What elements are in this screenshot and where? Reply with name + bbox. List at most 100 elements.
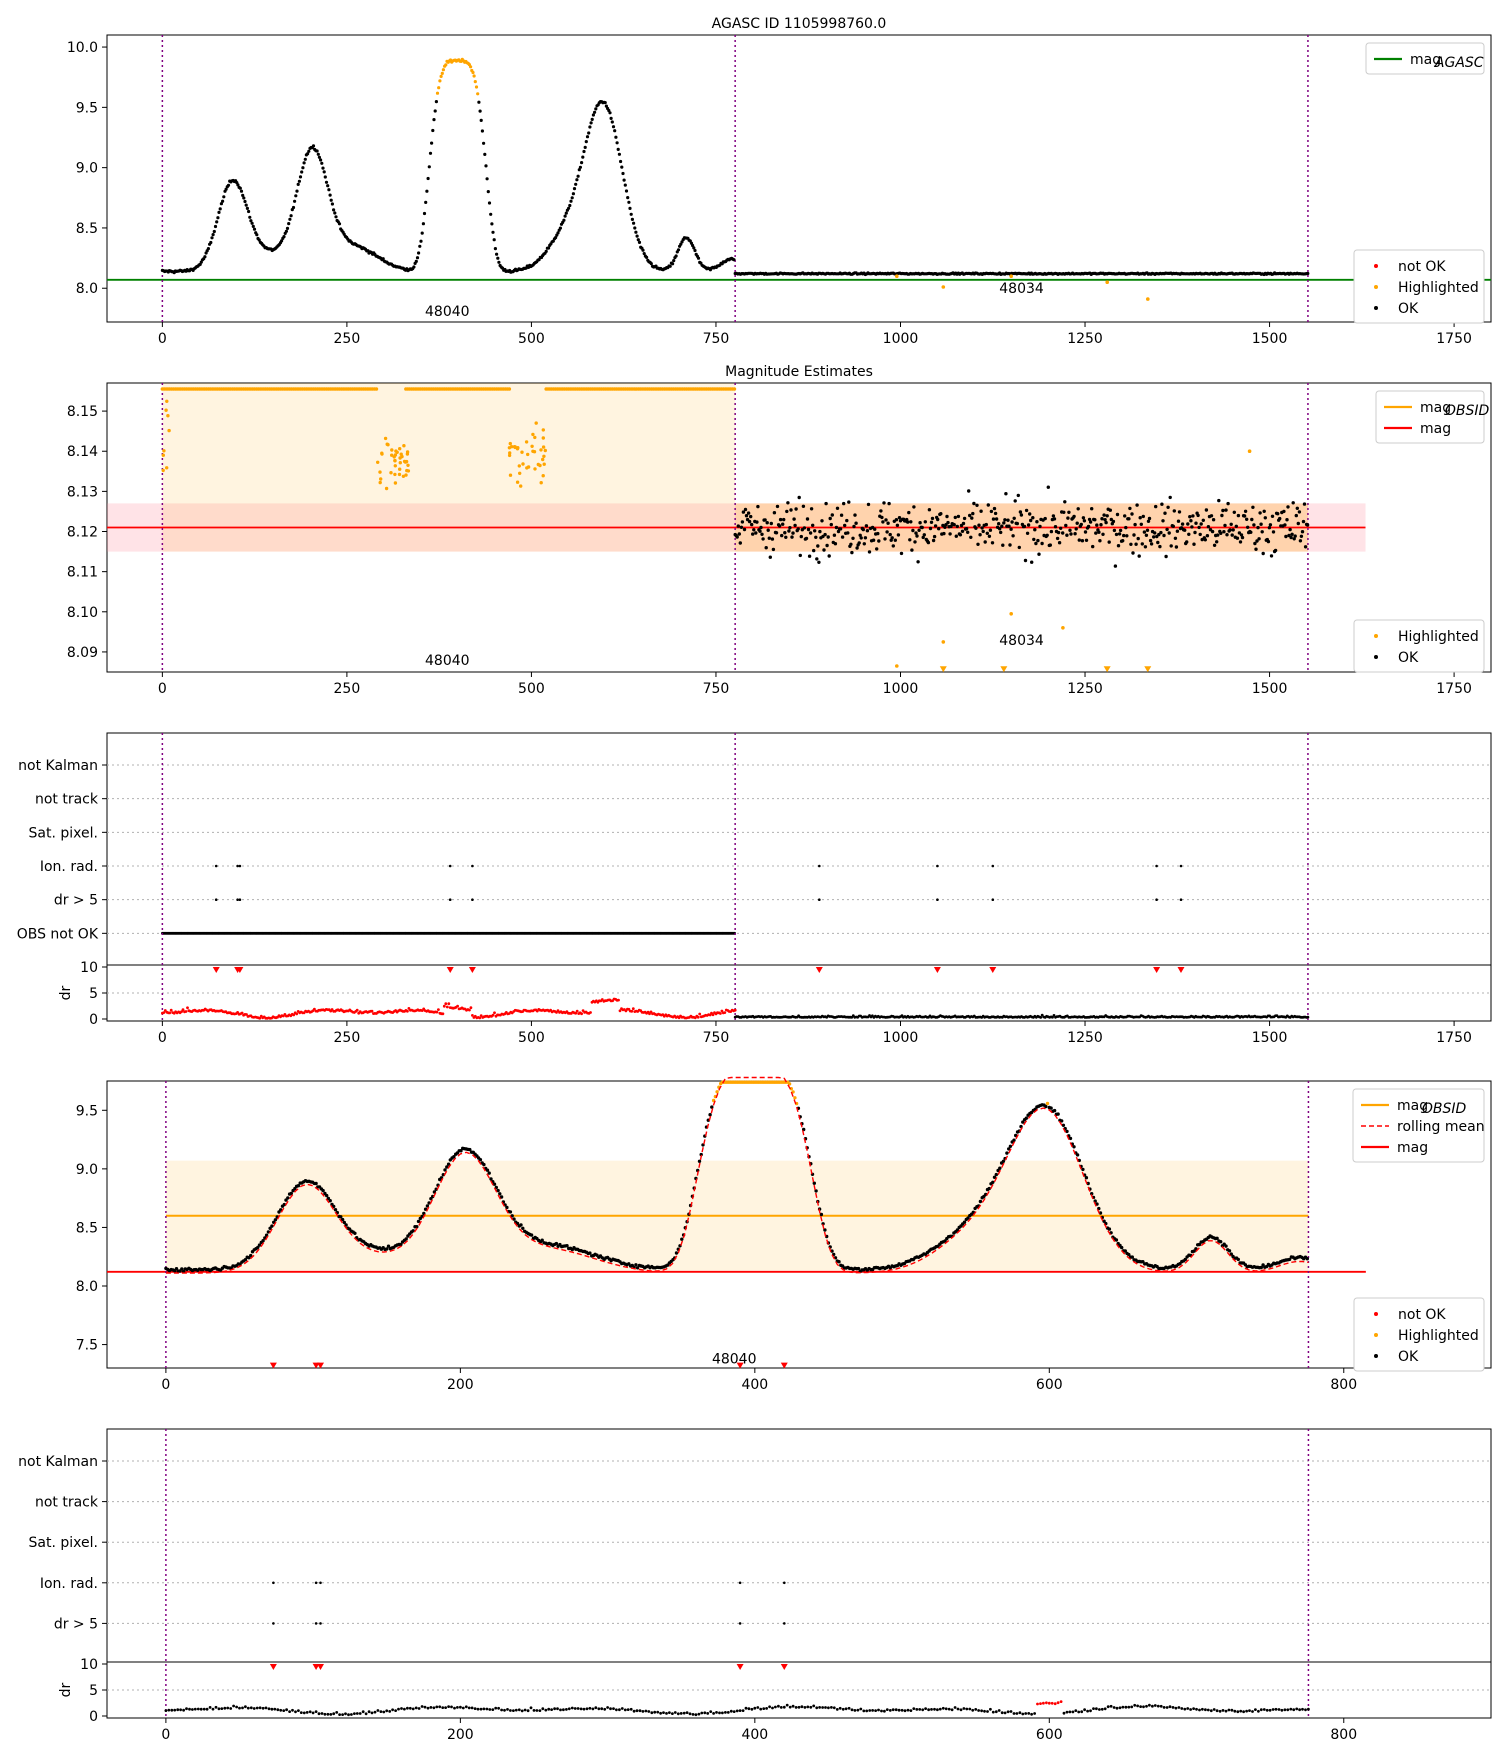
p2-point (798, 553, 802, 558)
p4-point (823, 1228, 827, 1232)
p5-flag-point (783, 1622, 786, 1625)
p5-dr-point (1127, 1705, 1131, 1709)
p2-point (1057, 541, 1062, 545)
p5-dr-point (188, 1707, 191, 1711)
p5-dr-point (632, 1709, 636, 1713)
p2-legend-label: mag (1420, 421, 1451, 437)
p4-ytick-label: 8.0 (76, 1279, 98, 1295)
p5-dr-point (196, 1707, 200, 1711)
p5-dr-point (1254, 1708, 1257, 1711)
p2-point (802, 526, 807, 530)
p1-point (580, 161, 584, 165)
p2-point (832, 533, 837, 537)
p5-dr-point (1148, 1703, 1151, 1707)
p2-point (1254, 547, 1258, 551)
p2-point (1137, 554, 1141, 558)
p2-point (997, 522, 1001, 526)
p3-xtick-label: 1500 (1252, 1030, 1288, 1046)
p5-dr-point (838, 1706, 842, 1710)
p2-highlighted-point (507, 387, 512, 391)
p5-dr-point (871, 1709, 874, 1712)
p5-dr-point (1109, 1704, 1113, 1708)
p5-dr-point (305, 1711, 309, 1714)
p5-dr-ytick-label: 10 (80, 1657, 98, 1673)
p1-point (435, 91, 440, 95)
p4-point (1001, 1159, 1006, 1164)
p2-point (811, 523, 815, 527)
p5-dr-point (1174, 1706, 1178, 1710)
p2-point (1061, 531, 1065, 535)
p1-ytick-label: 8.5 (76, 221, 98, 237)
p5-dr-point (797, 1705, 801, 1709)
p2-point (1174, 545, 1179, 549)
p3-dr-point (181, 1008, 185, 1012)
p4-point (674, 1251, 679, 1255)
p5-dr-point (285, 1708, 288, 1712)
p2-point (867, 550, 872, 554)
p5-dr-point (382, 1710, 386, 1714)
p4-point (992, 1175, 997, 1180)
p5-dr-point (650, 1711, 654, 1715)
p5-dr-point (821, 1706, 824, 1709)
p2-obsid-band-48040 (162, 383, 736, 552)
p2-point (899, 551, 904, 556)
p5-dr-point (944, 1707, 948, 1711)
p5-dr-point (1077, 1710, 1081, 1714)
p5-dr-point (847, 1706, 851, 1710)
p2-highlighted-point (515, 480, 520, 484)
p2-highlighted-point (508, 451, 512, 455)
p2-point (865, 529, 870, 533)
p4-point (837, 1260, 841, 1264)
p2-highlighted-point (541, 474, 545, 478)
p4-point (386, 1244, 391, 1248)
p5-dr-point (185, 1707, 188, 1711)
p4-point (1305, 1257, 1310, 1261)
p1-point (315, 149, 319, 153)
p1-point (692, 246, 696, 250)
p5-dr-point (918, 1708, 922, 1711)
p1-point (434, 100, 438, 104)
p2-point (1113, 564, 1118, 568)
p4-point (328, 1199, 332, 1203)
p2-point (955, 524, 959, 529)
p1-point (437, 86, 441, 90)
p4-point (1229, 1252, 1234, 1256)
p2-point (768, 555, 772, 559)
p2-point (792, 517, 796, 521)
p5-dr-point (279, 1708, 283, 1712)
p5-dr-point (241, 1706, 244, 1710)
p5-dr-point (1142, 1705, 1145, 1709)
p4-legend-label: OK (1398, 1349, 1419, 1365)
p5-dr-point (1145, 1704, 1148, 1708)
p1-point (255, 233, 259, 237)
p5-dr-point (417, 1707, 421, 1710)
p2-point (1080, 539, 1085, 543)
p2-point (796, 527, 800, 531)
p2-point (1036, 538, 1040, 543)
p1-point (417, 251, 421, 255)
p2-point (1063, 500, 1067, 504)
p1-point (432, 118, 436, 122)
p2-point (1251, 505, 1255, 509)
p3-flag-point (818, 898, 821, 901)
p5-dr-point (800, 1705, 804, 1709)
p4-point (485, 1168, 490, 1172)
p4-point (468, 1147, 472, 1152)
p1-xtick-label: 750 (703, 331, 730, 347)
p5-dr-point (724, 1711, 727, 1714)
p2-point (829, 522, 833, 527)
p5-dr-point (223, 1706, 227, 1710)
p4-point (978, 1199, 983, 1204)
p2-point (1234, 524, 1239, 528)
p5-dr-point (562, 1708, 565, 1712)
p2-xtick-label: 1000 (883, 681, 919, 697)
p2-highlighted-point (383, 436, 388, 441)
p1-point (634, 230, 638, 234)
p2-point (1294, 513, 1299, 518)
p4-point (1056, 1112, 1060, 1116)
p2-point (888, 532, 892, 537)
p2-point (1223, 523, 1227, 528)
p2-point (1276, 512, 1280, 516)
p4-point (1086, 1181, 1090, 1186)
p5-dr-point (294, 1710, 297, 1714)
